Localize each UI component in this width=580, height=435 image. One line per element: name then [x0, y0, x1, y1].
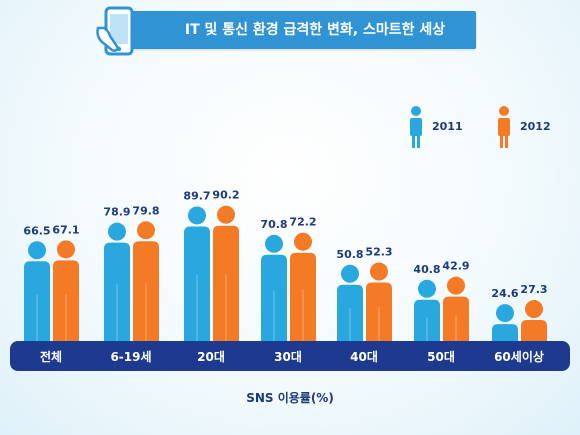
data-label: 52.3 — [365, 246, 392, 259]
data-label: 50.8 — [336, 248, 363, 261]
bar-person-2011 — [104, 222, 130, 341]
bar-person-2012 — [133, 221, 159, 341]
category-band — [10, 341, 570, 371]
category-label: 40대 — [350, 350, 378, 364]
data-label: 27.3 — [520, 283, 547, 296]
data-label: 90.2 — [212, 189, 239, 202]
data-label: 42.9 — [442, 260, 469, 273]
data-label: 70.8 — [260, 218, 287, 231]
smartphone-hand-icon — [96, 6, 134, 56]
legend-label: 2012 — [520, 120, 551, 133]
bar-person-2012 — [521, 300, 547, 341]
data-label: 67.1 — [52, 223, 79, 236]
category-label: 60세이상 — [494, 349, 544, 364]
bar-person-2012 — [213, 205, 239, 341]
category-label: 전체 — [40, 349, 62, 364]
data-label: 78.9 — [103, 206, 130, 219]
bar-person-2012 — [366, 262, 392, 341]
category-label: 20대 — [197, 350, 225, 364]
bar-person-2011 — [337, 264, 363, 341]
x-axis-label: SNS 이용률(%) — [246, 391, 334, 405]
data-label: 79.8 — [132, 204, 159, 217]
bar-person-2012 — [53, 240, 79, 341]
data-label: 66.5 — [23, 224, 50, 237]
category-label: 50대 — [427, 350, 455, 364]
title-banner: IT 및 통신 환경 급격한 변화, 스마트한 세상 — [110, 11, 476, 49]
data-label: 89.7 — [183, 189, 210, 202]
legend-item: 2012 — [498, 106, 551, 148]
bar-person-2011 — [24, 241, 50, 341]
bar-person-2011 — [261, 234, 287, 341]
legend-label: 2011 — [432, 120, 463, 133]
bar-person-2012 — [443, 276, 469, 341]
bar-person-2012 — [290, 232, 316, 341]
bar-person-2011 — [184, 206, 210, 341]
data-label: 72.2 — [289, 216, 316, 229]
chart-title: IT 및 통신 환경 급격한 변화, 스마트한 세상 — [184, 22, 446, 38]
data-label: 40.8 — [413, 263, 440, 276]
bar-person-2011 — [492, 304, 518, 341]
category-label: 6-19세 — [110, 349, 151, 364]
bar-person-2011 — [414, 279, 440, 341]
data-label: 24.6 — [491, 287, 518, 300]
legend-item: 2011 — [410, 106, 463, 148]
category-label: 30대 — [274, 350, 302, 364]
